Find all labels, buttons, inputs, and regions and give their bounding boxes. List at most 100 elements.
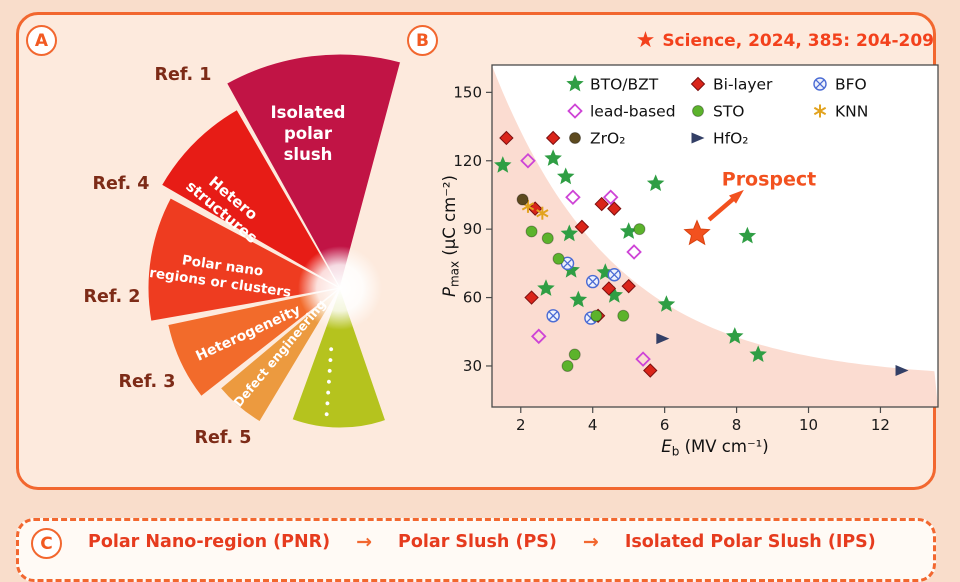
wedge-dots xyxy=(291,286,387,429)
wedge-defect-engineering xyxy=(219,287,341,423)
star-icon: ★ xyxy=(635,28,656,53)
data-point xyxy=(635,351,651,367)
data-point xyxy=(552,252,565,265)
data-point xyxy=(562,261,580,278)
wedge-label-dots: • • • • • • • xyxy=(321,345,339,418)
plot-frame xyxy=(491,64,939,408)
data-point xyxy=(557,167,575,185)
citation-text: Science, 2024, 385: 204-209 xyxy=(662,31,934,51)
legend-marker xyxy=(692,105,704,117)
legend-marker xyxy=(813,104,827,118)
data-point xyxy=(601,281,617,296)
legend-label: ZrO₂ xyxy=(590,130,625,148)
y-axis-label: Pmax (μC cm⁻²) xyxy=(440,175,462,297)
x-tick-label: 2 xyxy=(516,416,526,434)
data-point xyxy=(594,196,609,212)
ref-label: Ref. 4 xyxy=(93,174,150,194)
data-point xyxy=(643,363,658,378)
panel-c: C Polar Nano-region (PNR) → Polar Slush … xyxy=(16,518,936,582)
x-tick-label: 12 xyxy=(871,416,890,434)
legend-marker xyxy=(569,132,581,144)
legend-item-Bi-layer: Bi-layer xyxy=(690,76,773,94)
series-HfO₂ xyxy=(656,333,909,377)
data-point xyxy=(607,268,621,282)
legend-label: Bi-layer xyxy=(713,76,773,94)
prospect-arrow xyxy=(707,194,739,222)
legend-label: BTO/BZT xyxy=(590,76,659,94)
legend-marker xyxy=(690,76,706,92)
panel-c-badge: C xyxy=(31,528,62,559)
x-tick-label: 10 xyxy=(799,416,818,434)
data-point xyxy=(626,244,642,260)
legend-label: KNN xyxy=(835,103,868,121)
wedge-label-isolated-polar-slush: Isolated polar slush xyxy=(271,103,346,164)
arrow-icon: → xyxy=(582,531,599,553)
prospect-arrowhead xyxy=(729,189,744,204)
panel-c-item: Polar Nano-region (PNR) xyxy=(88,532,331,552)
y-tick-label: 90 xyxy=(463,220,482,238)
data-point xyxy=(621,278,636,294)
data-point xyxy=(499,130,514,146)
data-point xyxy=(586,274,600,289)
legend-item-HfO₂: HfO₂ xyxy=(691,130,749,148)
legend-marker xyxy=(567,103,583,119)
data-point xyxy=(524,290,539,305)
x-tick-label: 8 xyxy=(732,416,742,434)
data-point xyxy=(646,174,665,191)
panel-b-badge: B xyxy=(407,25,438,56)
x-tick-label: 4 xyxy=(588,416,598,434)
axis-ticks: 2 4 6 8 10 12 30 60 90 120 150 xyxy=(453,83,890,434)
data-point xyxy=(541,232,554,245)
prospect-star-icon xyxy=(683,219,711,246)
data-point xyxy=(537,279,555,296)
data-point xyxy=(525,225,538,238)
data-point xyxy=(565,189,581,206)
data-point xyxy=(633,223,646,236)
legend-item-KNN: KNN xyxy=(813,103,868,121)
data-point xyxy=(520,152,536,169)
ref-label: Ref. 2 xyxy=(84,287,141,307)
wedge-isolated-polar-slush xyxy=(225,53,402,290)
legend-item-STO: STO xyxy=(692,103,745,121)
fan-center-glow xyxy=(298,246,382,330)
x-tick-label: 6 xyxy=(660,416,670,434)
legend-item-ZrO₂: ZrO₂ xyxy=(569,130,625,148)
arrow-icon: → xyxy=(356,531,373,553)
prospect-annotation: Prospect xyxy=(683,169,816,246)
legend-marker xyxy=(566,74,584,92)
data-point xyxy=(738,226,757,244)
series-STO xyxy=(525,223,646,372)
data-point xyxy=(590,309,603,322)
legend: BTO/BZT Bi-layer BFO lead-based STO KNN ZrO₂ Hf… xyxy=(566,74,868,148)
series-ZrO₂ xyxy=(516,193,529,206)
data-point xyxy=(560,224,579,242)
data-point xyxy=(656,333,670,345)
panel-c-item: Isolated Polar Slush (IPS) xyxy=(624,532,876,552)
data-point xyxy=(561,359,574,372)
ref-label: Ref. 5 xyxy=(195,428,252,448)
data-point xyxy=(602,189,619,206)
y-tick-label: 150 xyxy=(453,83,482,101)
data-point xyxy=(605,286,623,303)
series-lead-based xyxy=(520,152,651,367)
series-KNN xyxy=(521,199,549,220)
data-point xyxy=(546,309,560,323)
data-point xyxy=(726,327,744,344)
fan-chart: • • • • • • •Defect engineeringHeterogen… xyxy=(84,53,402,448)
legend-item-lead-based: lead-based xyxy=(567,103,676,121)
wedge-polar-nano-regions xyxy=(147,197,342,322)
legend-label: HfO₂ xyxy=(713,130,749,148)
data-point xyxy=(545,130,561,146)
ref-label: Ref. 3 xyxy=(119,372,176,392)
data-point xyxy=(568,348,581,361)
data-point xyxy=(617,309,630,322)
y-tick-label: 120 xyxy=(453,152,482,170)
scatter-plot: 2 4 6 8 10 12 30 60 90 120 150 Eb (MV cm⁻¹) Pmax (μC… xyxy=(440,64,939,459)
y-tick-label: 60 xyxy=(463,289,482,307)
data-point xyxy=(536,206,549,220)
wedge-heterogeneity xyxy=(167,287,341,398)
feasible-region xyxy=(492,65,938,407)
legend-label: STO xyxy=(713,103,745,121)
ref-label: Ref. 1 xyxy=(155,65,212,85)
legend-marker xyxy=(813,77,827,91)
